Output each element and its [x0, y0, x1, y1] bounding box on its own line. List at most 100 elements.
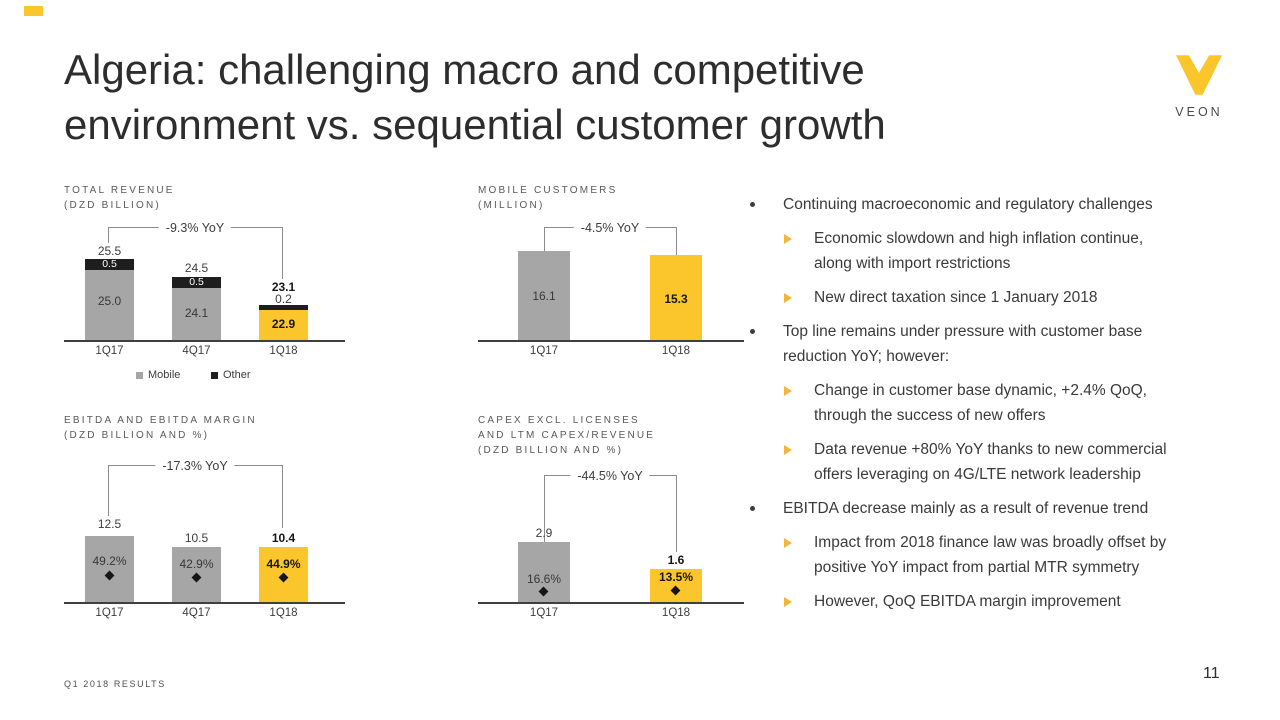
triangle-bullet-icon: [784, 234, 792, 244]
bullet-dot-icon: [750, 329, 755, 334]
bar-total-label: 24.5: [184, 261, 209, 275]
bar-1q17: [518, 251, 570, 340]
x-axis: [478, 602, 744, 604]
chart-title: MOBILE CUSTOMERS: [478, 185, 618, 196]
segment-value-label: 22.9: [271, 317, 296, 331]
bullet-text: New direct taxation since 1 January 2018: [814, 289, 1098, 306]
title-line-1: Algeria: challenging macro and competiti…: [64, 46, 865, 93]
x-axis: [478, 340, 744, 342]
x-tick-label: 4Q17: [182, 345, 211, 357]
bullet-text: Data revenue +80% YoY thanks to new comm…: [814, 441, 1167, 458]
yoy-bracket-left: [108, 465, 109, 516]
bullet-text: Impact from 2018 finance law was broadly…: [814, 534, 1167, 551]
chart-mobile-customers: MOBILE CUSTOMERS (MILLION) -4.5% YoY 16.…: [478, 183, 768, 393]
bullet-dot-icon: [750, 202, 755, 207]
bullet-text: However, QoQ EBITDA margin improvement: [814, 593, 1121, 610]
corner-accent-mark: [24, 6, 43, 16]
bullet-text: Change in customer base dynamic, +2.4% Q…: [814, 382, 1147, 399]
bar-1q18: [650, 569, 702, 602]
bullet-text: Top line remains under pressure with cus…: [783, 323, 1143, 340]
x-axis: [64, 602, 345, 604]
bar-segment-other: 0.5: [85, 259, 134, 270]
bullet-text: through the success of new offers: [814, 407, 1046, 424]
x-tick-label: 1Q18: [269, 607, 298, 619]
margin-label: 49.2%: [92, 554, 127, 568]
list-item: Change in customer base dynamic, +2.4% Q…: [742, 378, 1222, 428]
veon-v-icon: [1176, 55, 1222, 95]
bar-1q18: [650, 255, 702, 340]
bar-segment-mobile: [85, 270, 134, 340]
footer-label: Q1 2018 RESULTS: [64, 679, 166, 689]
bullet-text: EBITDA decrease mainly as a result of re…: [783, 500, 1149, 517]
legend-item-other: Other: [211, 369, 251, 381]
x-tick-label: 1Q17: [95, 345, 124, 357]
segment-label: 0.5: [102, 258, 117, 270]
bar-segment-mobile: [259, 310, 308, 340]
bar-value-label: 10.5: [184, 531, 209, 545]
yoy-label: -17.3% YoY: [155, 459, 235, 473]
legend-item-mobile: Mobile: [136, 369, 180, 381]
chart-title: EBITDA AND EBITDA MARGIN: [64, 415, 257, 426]
yoy-bracket-left: [544, 475, 545, 542]
bar-segment-mobile: [172, 288, 221, 340]
chart-title: CAPEX EXCL. LICENSES: [478, 415, 640, 426]
x-tick-label: 1Q17: [95, 607, 124, 619]
segment-value-label: 0.2: [275, 292, 292, 306]
margin-label: 16.6%: [526, 572, 562, 586]
x-tick-label: 1Q17: [529, 345, 559, 357]
chart-unit-label: (DZD BILLION AND %): [64, 430, 210, 441]
legend-swatch-other: [211, 371, 218, 379]
bar-value-label: 2.9: [535, 526, 553, 540]
x-axis: [64, 340, 345, 342]
list-item: Economic slowdown and high inflation con…: [742, 226, 1222, 276]
chart-title-line2: AND LTM CAPEX/REVENUE: [478, 430, 656, 441]
yoy-label: -9.3% YoY: [158, 221, 232, 235]
yoy-bracket-right: [676, 475, 677, 552]
margin-label: 13.5%: [658, 570, 694, 584]
segment-value-label: 24.1: [184, 306, 209, 320]
x-tick-label: 1Q17: [529, 607, 559, 619]
chart-unit-label: (DZD BILLION): [64, 200, 161, 211]
bar-value-label: 16.1: [532, 289, 556, 303]
bar-value-label: 10.4: [271, 531, 296, 545]
yoy-label: -44.5% YoY: [570, 469, 650, 483]
triangle-bullet-icon: [784, 293, 792, 303]
list-item: Data revenue +80% YoY thanks to new comm…: [742, 437, 1222, 487]
triangle-bullet-icon: [784, 445, 792, 455]
bar-1q17: [85, 536, 134, 602]
key-points-list: Continuing macroeconomic and regulatory …: [742, 192, 1222, 623]
margin-label: 44.9%: [266, 557, 301, 571]
list-item: Top line remains under pressure with cus…: [742, 319, 1222, 369]
bar-value-label: 12.5: [97, 517, 122, 531]
bullet-text: reduction YoY; however:: [783, 348, 950, 365]
yoy-bracket-right: [282, 465, 283, 528]
yoy-bracket-right: [282, 227, 283, 279]
chart-unit-label: (DZD BILLION AND %): [478, 445, 624, 456]
x-tick-label: 1Q18: [661, 345, 691, 357]
bar-segment-other: 0.5: [172, 277, 221, 288]
list-item: However, QoQ EBITDA margin improvement: [742, 589, 1222, 614]
list-item: Impact from 2018 finance law was broadly…: [742, 530, 1222, 580]
margin-label: 42.9%: [179, 557, 214, 571]
yoy-bracket-left: [108, 227, 109, 243]
bar-total-label: 25.5: [97, 244, 122, 258]
title-line-2: environment vs. sequential customer grow…: [64, 101, 886, 148]
chart-ebitda: EBITDA AND EBITDA MARGIN (DZD BILLION AN…: [64, 413, 394, 623]
x-tick-label: 4Q17: [182, 607, 211, 619]
yoy-bracket-left: [544, 227, 545, 251]
chart-total-revenue: TOTAL REVENUE (DZD BILLION) -9.3% YoY 25…: [64, 183, 394, 393]
bar-value-label: 15.3: [664, 292, 688, 306]
list-item: New direct taxation since 1 January 2018: [742, 285, 1222, 310]
chart-capex: CAPEX EXCL. LICENSES AND LTM CAPEX/REVEN…: [478, 413, 768, 623]
triangle-bullet-icon: [784, 538, 792, 548]
veon-logo-text: VEON: [1175, 105, 1223, 119]
bullet-text: Continuing macroeconomic and regulatory …: [783, 196, 1153, 213]
bullet-text: positive YoY impact from partial MTR sym…: [814, 559, 1140, 576]
veon-logo: VEON: [1166, 55, 1232, 119]
list-item: Continuing macroeconomic and regulatory …: [742, 192, 1222, 217]
legend-label: Other: [223, 369, 251, 381]
segment-value-label: 25.0: [97, 294, 122, 308]
triangle-bullet-icon: [784, 386, 792, 396]
bar-segment-other: [259, 305, 308, 310]
